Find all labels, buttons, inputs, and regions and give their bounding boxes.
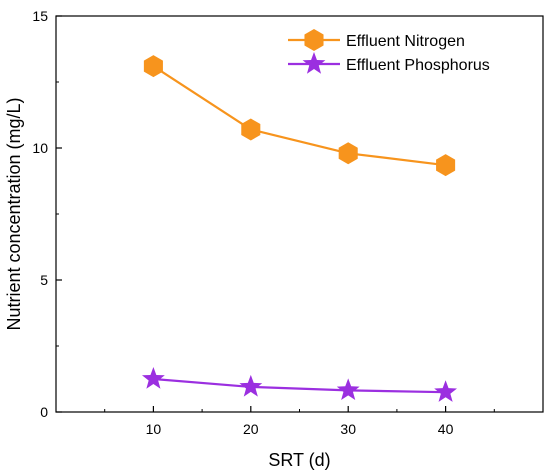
legend-item-effluent-phosphorus: Effluent Phosphorus bbox=[288, 52, 490, 74]
data-point-effluent-nitrogen-40 bbox=[436, 154, 456, 177]
data-point-effluent-nitrogen-10 bbox=[143, 55, 163, 78]
x-tick-label-30: 30 bbox=[340, 421, 356, 437]
plot-frame bbox=[55, 15, 544, 413]
legend-marker-effluent-nitrogen bbox=[304, 29, 324, 51]
data-point-effluent-phosphorus-20 bbox=[239, 374, 263, 397]
x-tick-label-20: 20 bbox=[243, 421, 259, 437]
legend-marker-effluent-phosphorus bbox=[302, 52, 326, 74]
data-point-effluent-nitrogen-30 bbox=[338, 142, 358, 165]
series-line-effluent-nitrogen bbox=[152, 65, 446, 167]
legend-item-effluent-nitrogen: Effluent Nitrogen bbox=[288, 29, 465, 51]
y-axis-label: Nutrient concentration (mg/L) bbox=[4, 97, 24, 330]
y-tick-label-5: 5 bbox=[40, 272, 48, 288]
series-effluent-phosphorus bbox=[141, 367, 458, 402]
series-line-effluent-phosphorus bbox=[153, 377, 446, 394]
x-tick-label-10: 10 bbox=[146, 421, 162, 437]
legend-label-effluent-nitrogen: Effluent Nitrogen bbox=[346, 33, 465, 50]
series-layer bbox=[141, 55, 458, 402]
x-axis-label: SRT (d) bbox=[268, 450, 330, 470]
legend: Effluent Nitrogen Effluent Phosphorus bbox=[288, 29, 490, 74]
legend-label-effluent-phosphorus: Effluent Phosphorus bbox=[346, 57, 490, 74]
data-point-effluent-phosphorus-40 bbox=[434, 380, 458, 402]
y-tick-label-0: 0 bbox=[40, 404, 48, 420]
y-tick-label-10: 10 bbox=[32, 140, 48, 156]
series-effluent-nitrogen bbox=[143, 55, 456, 177]
x-tick-label-40: 40 bbox=[438, 421, 454, 437]
y-tick-label-15: 15 bbox=[32, 8, 48, 24]
data-point-effluent-nitrogen-20 bbox=[241, 118, 261, 141]
axes: 10 20 30 40 0 5 10 15 bbox=[32, 8, 544, 437]
data-point-effluent-phosphorus-30 bbox=[336, 378, 360, 401]
data-point-effluent-phosphorus-10 bbox=[141, 367, 165, 389]
